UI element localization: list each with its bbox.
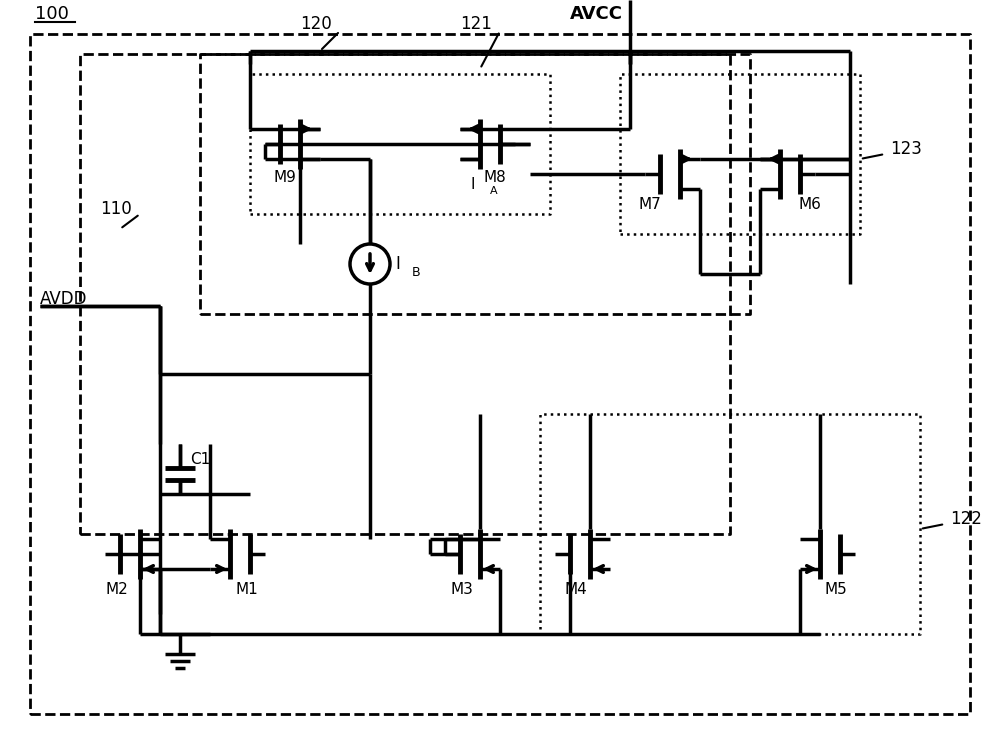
Text: 122: 122	[950, 510, 982, 528]
Text: M4: M4	[565, 582, 588, 597]
Text: A: A	[490, 186, 498, 196]
Text: I: I	[395, 255, 400, 273]
Text: M8: M8	[484, 170, 506, 185]
Text: AVDD: AVDD	[40, 290, 88, 308]
Text: M5: M5	[825, 582, 848, 597]
Text: 100: 100	[35, 5, 69, 23]
Text: M1: M1	[235, 582, 258, 597]
Text: M3: M3	[450, 582, 473, 597]
Text: 120: 120	[300, 15, 332, 33]
Text: B: B	[412, 266, 421, 279]
Text: 123: 123	[890, 140, 922, 158]
Text: M2: M2	[105, 582, 128, 597]
Text: I: I	[470, 177, 475, 192]
Text: 110: 110	[100, 200, 132, 218]
Text: C1: C1	[190, 452, 210, 467]
Text: M9: M9	[274, 170, 296, 185]
Text: M7: M7	[639, 197, 661, 212]
Text: 121: 121	[460, 15, 492, 33]
Text: M6: M6	[799, 197, 821, 212]
Text: AVCC: AVCC	[570, 5, 623, 23]
